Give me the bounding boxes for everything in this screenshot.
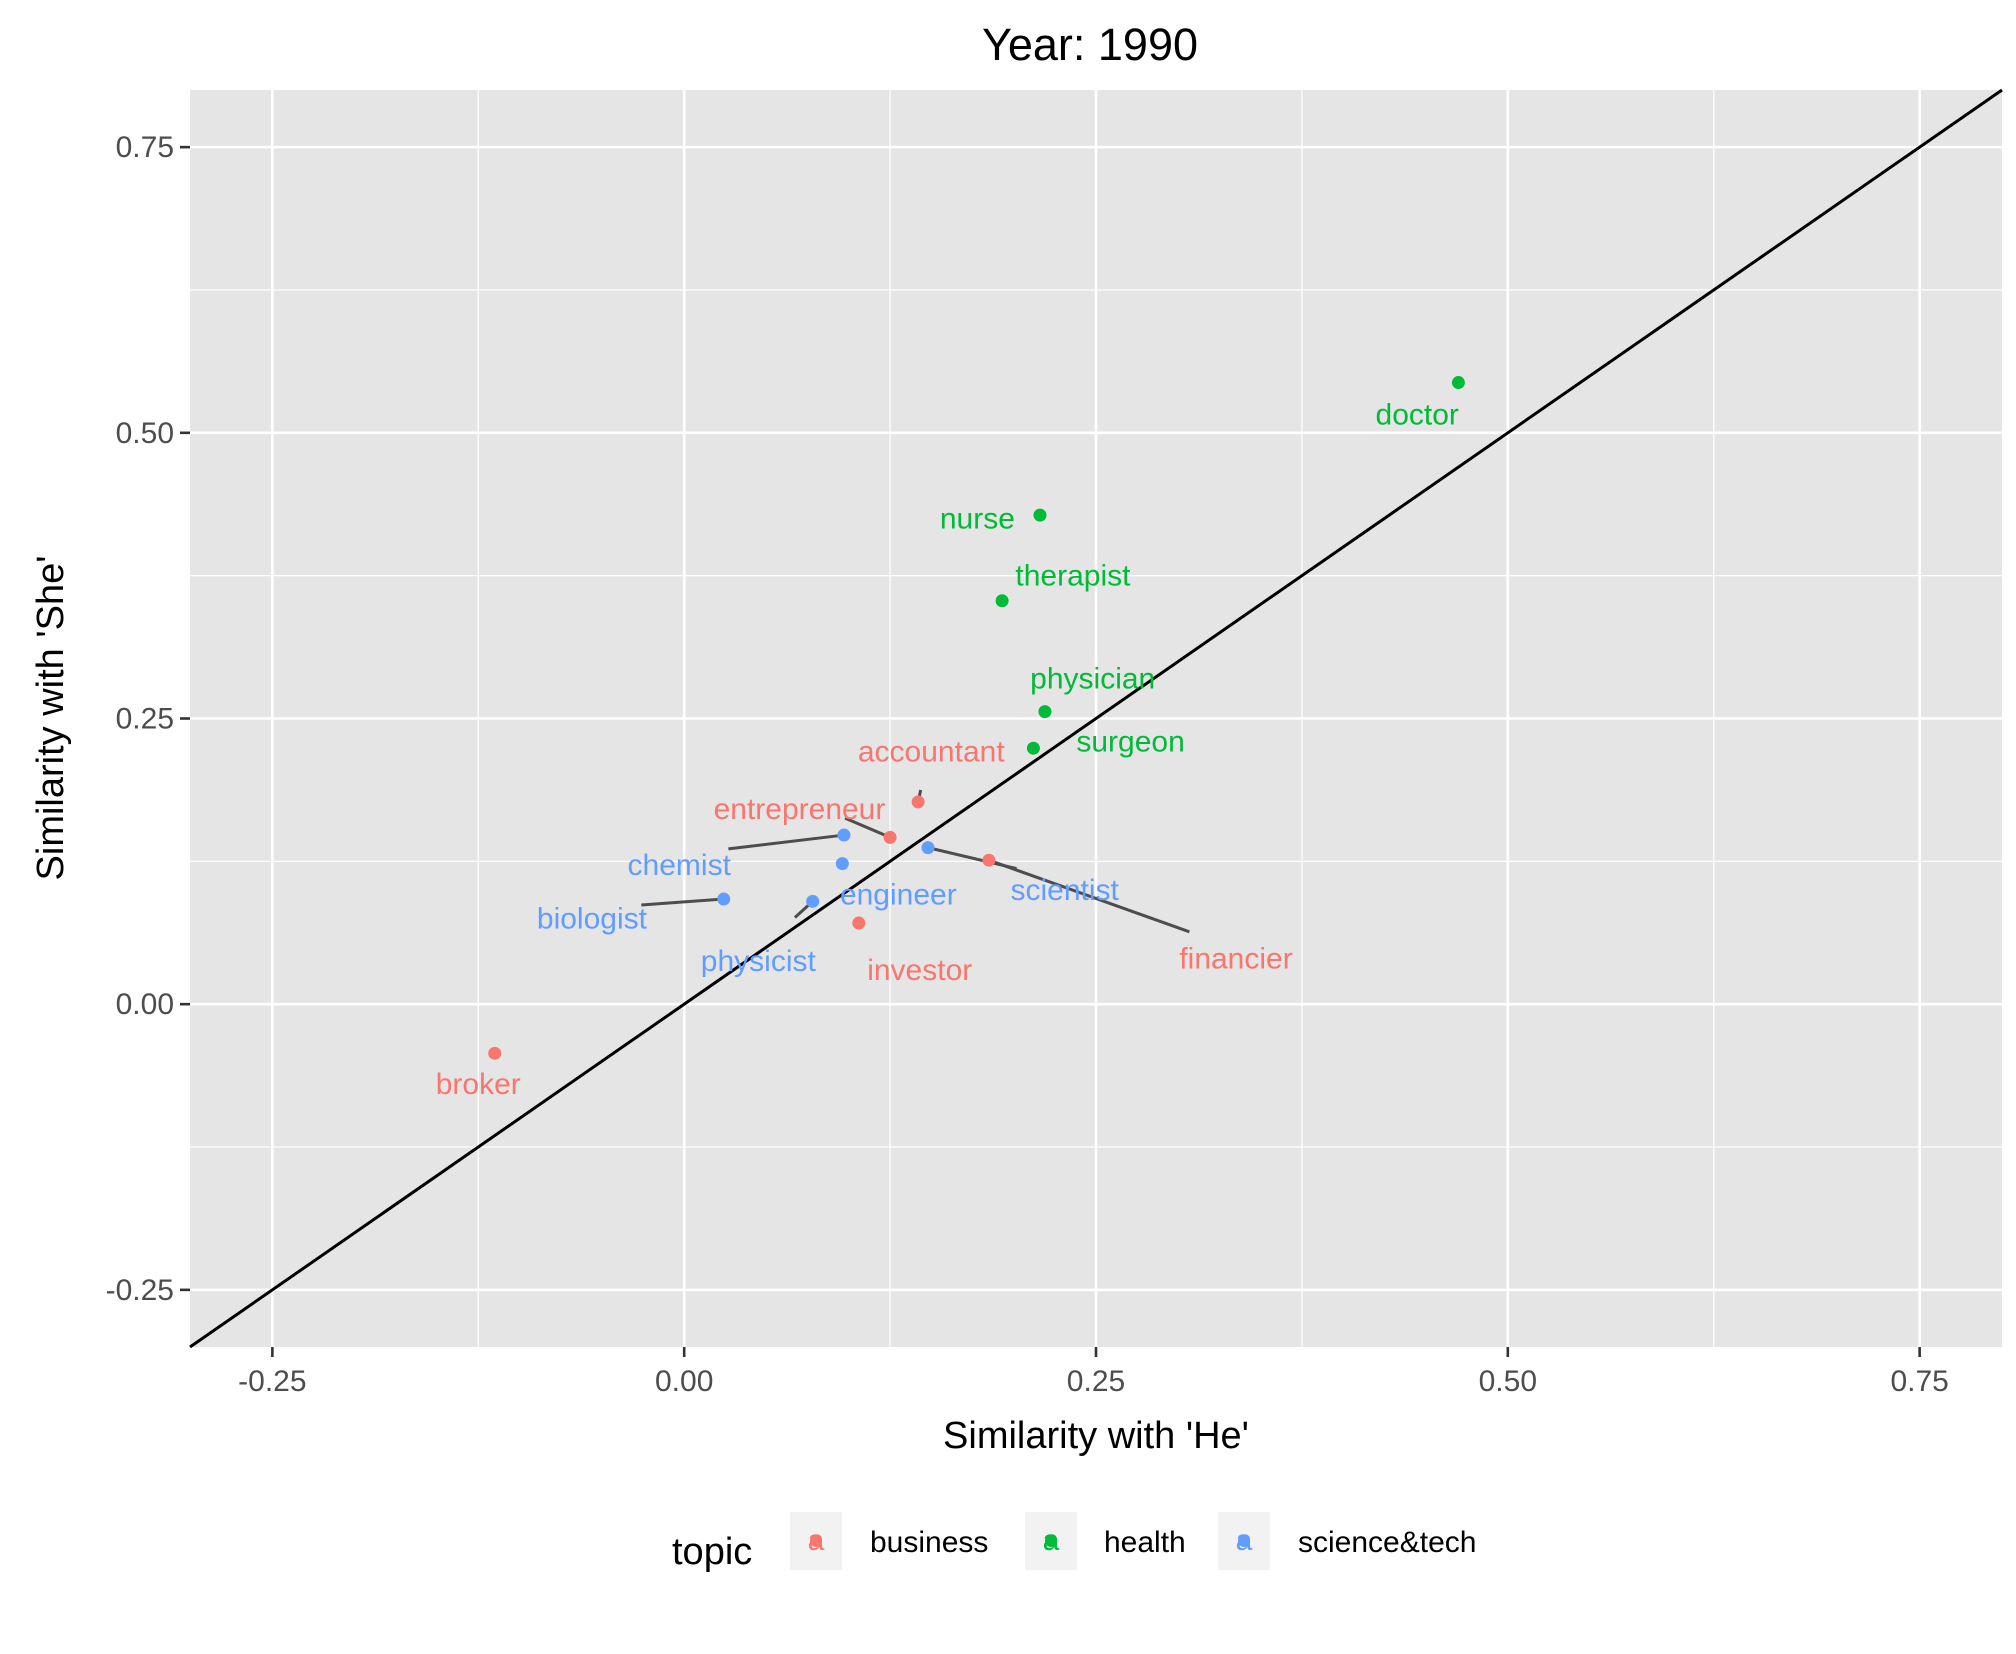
data-point-chemist: [837, 828, 851, 842]
data-point-investor: [852, 916, 866, 930]
point-label-financier: financier: [1179, 942, 1292, 975]
legend-point-business: [810, 1535, 822, 1547]
data-point-entrepreneur: [883, 830, 897, 844]
data-point-financier: [982, 853, 996, 867]
point-label-investor: investor: [867, 954, 972, 987]
y-tick-label: 0.00: [116, 988, 174, 1021]
data-point-nurse: [1033, 508, 1047, 522]
legend-point-health: [1045, 1535, 1057, 1547]
leader-line: [988, 858, 1190, 934]
point-label-biologist: biologist: [537, 902, 648, 935]
point-label-therapist: therapist: [1015, 560, 1131, 593]
point-label-chemist: chemist: [628, 849, 732, 882]
data-points: [488, 376, 1465, 1060]
point-label-accountant: accountant: [858, 736, 1005, 769]
legend-glyph-business: a: [808, 1524, 825, 1557]
legend-point-science&tech: [1238, 1535, 1250, 1547]
x-axis-title: Similarity with 'He': [943, 1415, 1249, 1457]
x-tick-label: 0.00: [655, 1365, 713, 1398]
y-tick-label: -0.25: [106, 1274, 174, 1307]
chart-title: Year: 1990: [982, 19, 1198, 70]
legend-label-business: business: [870, 1526, 988, 1559]
point-label-engineer: engineer: [840, 878, 957, 911]
leader-line: [927, 846, 1017, 870]
point-label-nurse: nurse: [940, 503, 1015, 536]
data-point-accountant: [911, 795, 925, 809]
reference-line: [189, 88, 2003, 1349]
point-label-doctor: doctor: [1376, 399, 1459, 432]
point-label-physician: physician: [1030, 663, 1155, 696]
x-tick-label: 0.75: [1890, 1365, 1948, 1398]
data-point-physician: [1038, 705, 1052, 719]
point-labels: broker investor financier entrepreneur accou…: [436, 399, 1459, 1102]
y-tick-label: 0.75: [116, 131, 174, 164]
data-point-therapist: [995, 594, 1009, 608]
data-point-scientist: [921, 841, 935, 855]
point-label-surgeon: surgeon: [1076, 725, 1184, 758]
legend-title: topic: [672, 1531, 752, 1573]
y-axis-ticks: -0.25 0.00 0.25 0.50 0.75: [106, 131, 190, 1307]
reference-line-group: [189, 88, 2003, 1349]
x-tick-label: -0.25: [238, 1365, 306, 1398]
legend-glyph-science&tech: a: [1236, 1524, 1253, 1557]
leader-line: [844, 816, 891, 839]
legend-glyph-health: a: [1043, 1524, 1060, 1557]
y-tick-label: 0.25: [116, 703, 174, 736]
point-label-scientist: scientist: [1011, 874, 1120, 907]
data-point-engineer: [835, 857, 849, 871]
data-point-broker: [488, 1046, 502, 1060]
x-tick-label: 0.50: [1479, 1365, 1537, 1398]
data-point-physicist: [806, 894, 820, 908]
legend-label-health: health: [1104, 1526, 1186, 1559]
data-point-surgeon: [1026, 741, 1040, 755]
point-label-physicist: physicist: [701, 945, 817, 978]
x-tick-label: 0.25: [1067, 1365, 1125, 1398]
point-label-broker: broker: [436, 1068, 521, 1101]
point-label-entrepreneur: entrepreneur: [714, 793, 886, 826]
legend-label-science&tech: science&tech: [1298, 1526, 1476, 1559]
data-point-biologist: [717, 892, 731, 906]
y-tick-label: 0.50: [116, 417, 174, 450]
leader-line: [641, 897, 724, 907]
y-axis-title: Similarity with 'She': [30, 556, 72, 881]
leader-line: [728, 833, 845, 851]
x-axis-ticks: -0.25 0.00 0.25 0.50 0.75: [238, 1347, 1949, 1398]
data-point-doctor: [1451, 376, 1465, 390]
legend: topic a business a health a science&tech: [672, 1512, 1476, 1573]
